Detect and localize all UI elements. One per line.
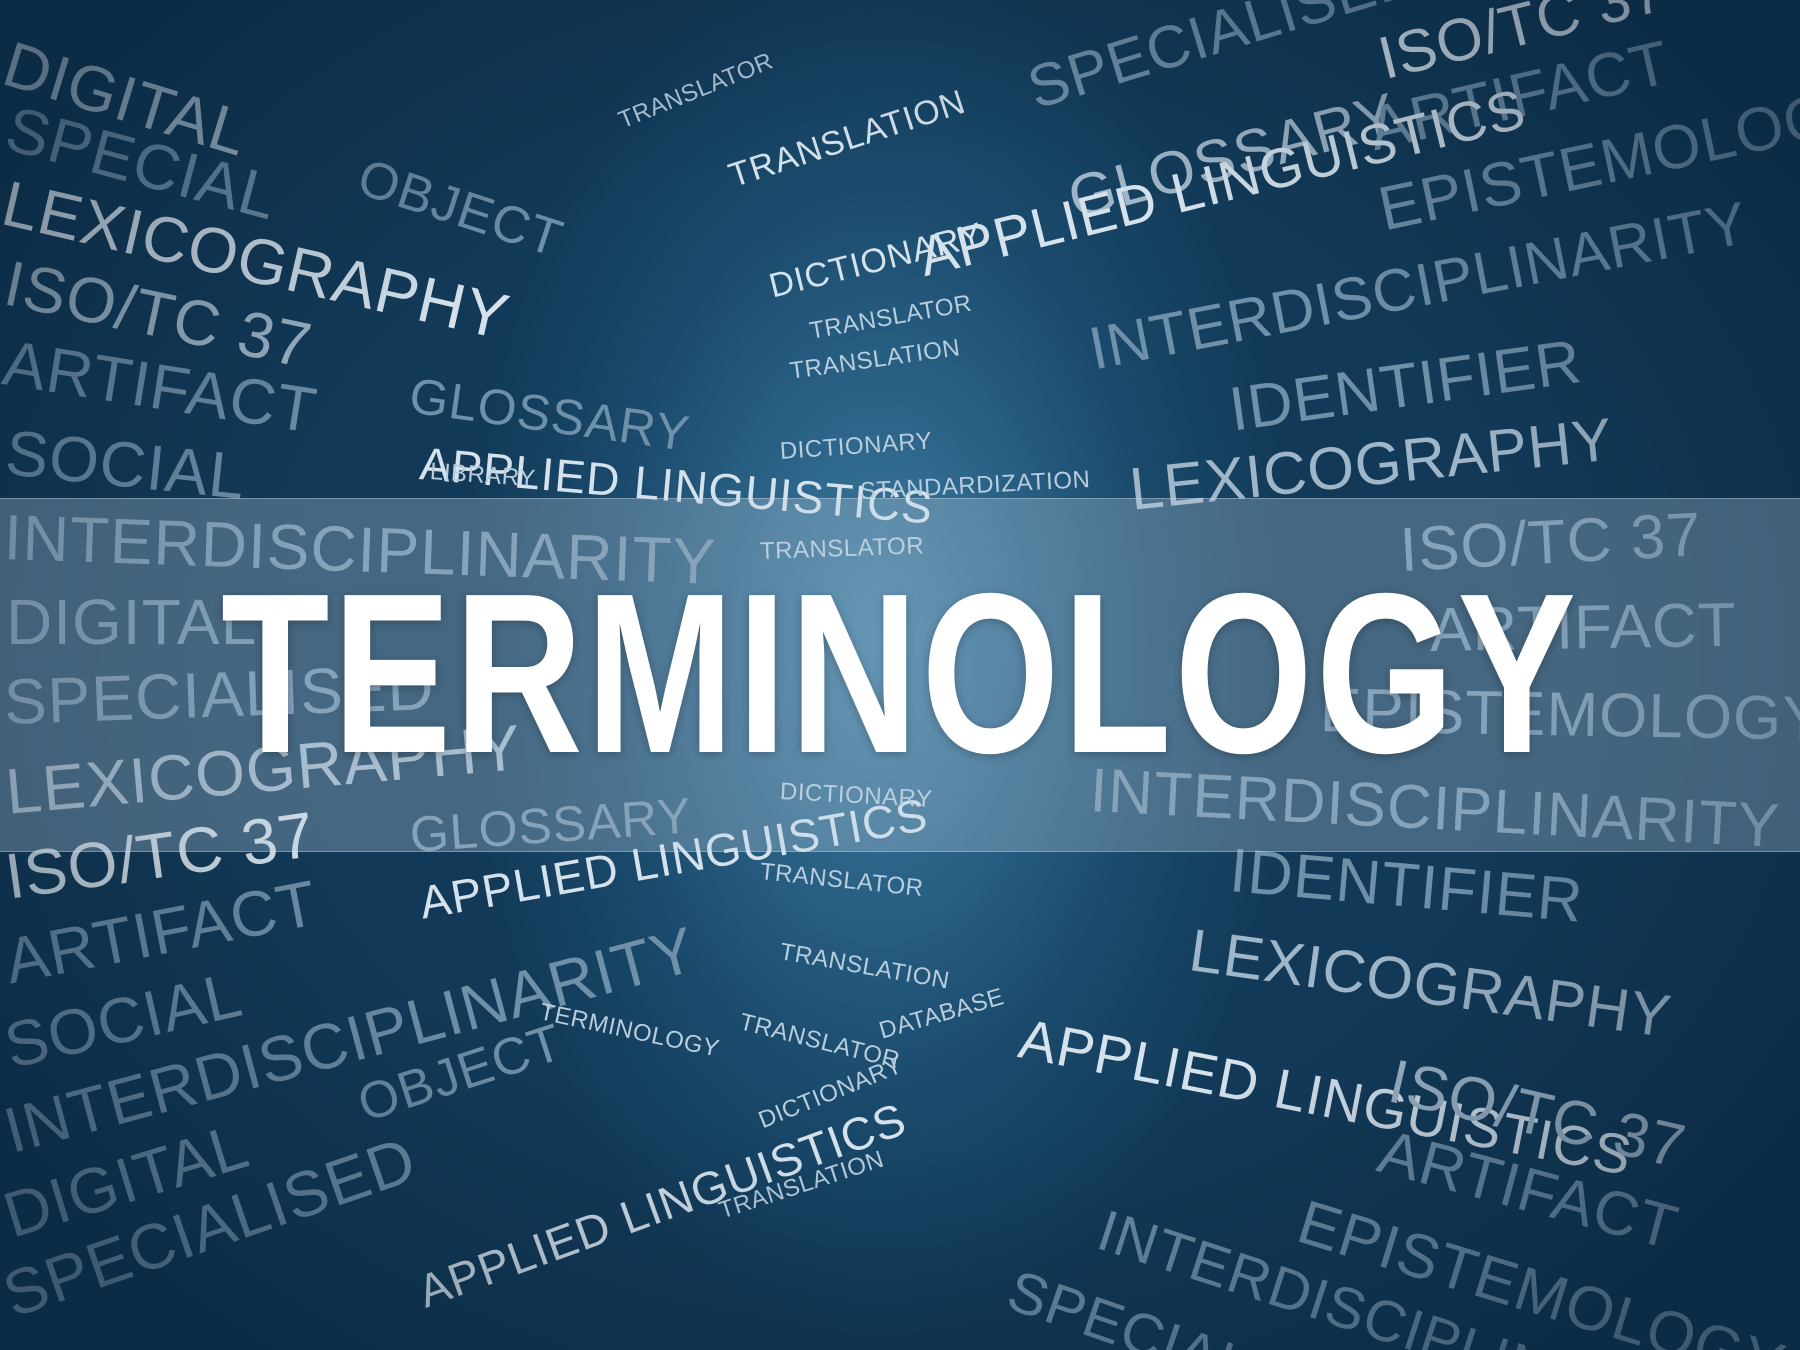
background-word: TRANSLATOR <box>614 47 778 135</box>
background-word: DICTIONARY <box>779 427 934 465</box>
background-word: SOCIAL <box>2 416 250 513</box>
headline-banner <box>0 498 1800 852</box>
background-word: DIGITAL <box>6 586 258 658</box>
background-word: TRANSLATOR <box>758 858 925 903</box>
background-word: TRANSLATION <box>777 938 952 995</box>
background-word: TERMINOLOGY <box>537 998 722 1063</box>
background-word: LEXICOGRAPHY <box>1185 916 1676 1051</box>
background-word: TRANSLATION <box>724 82 971 196</box>
background-word: OBJECT <box>351 148 570 269</box>
background-word: APPLIED LINGUISTICS <box>411 1092 913 1318</box>
headline-text: TERMINOLOGY <box>220 546 1580 801</box>
background-word: IDENTIFIER <box>1227 836 1587 936</box>
